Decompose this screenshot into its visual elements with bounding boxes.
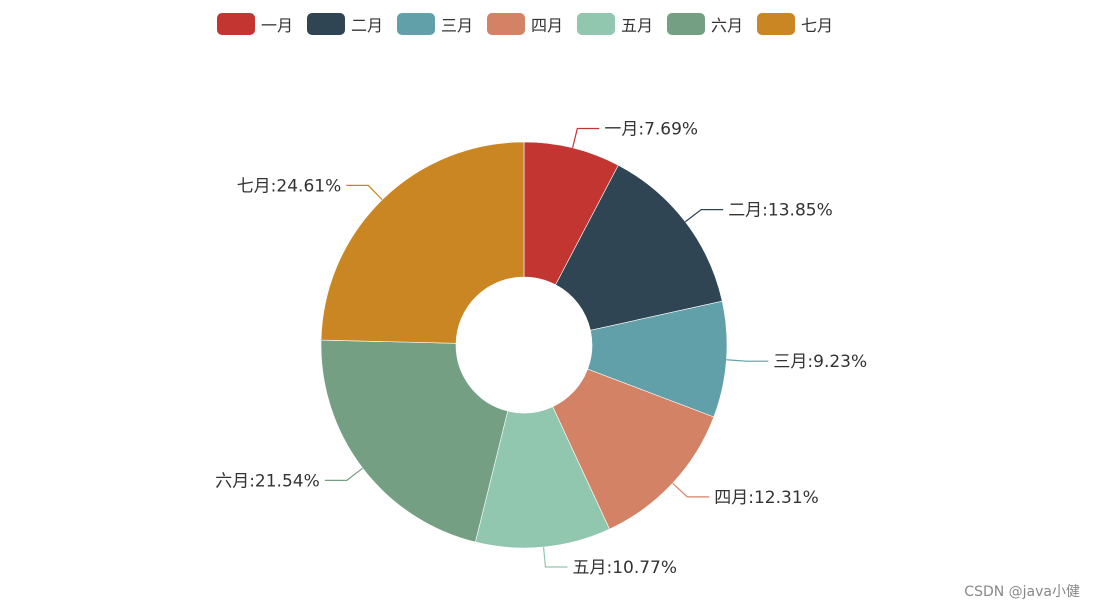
slice-label-1: 一月:7.69% [604,119,698,139]
legend-swatch [486,13,525,35]
slice-label-6: 六月:21.54% [215,471,320,491]
slice-label-2: 二月:13.85% [728,201,833,221]
leader-line-5 [542,546,568,568]
legend-item-7[interactable]: 七月 [757,12,833,36]
legend-swatch [396,13,435,35]
legend-item-1[interactable]: 一月 [216,12,293,36]
legend-item-3[interactable]: 三月 [396,12,473,36]
pie-slice-7[interactable] [320,141,525,344]
legend-label: 五月 [621,16,654,35]
slice-label-4: 四月:12.31% [714,488,819,508]
legend-label: 二月 [350,16,383,35]
leader-line-2 [684,208,724,223]
legend-label: 七月 [801,16,834,35]
legend-label: 三月 [440,16,473,35]
legend-swatch [306,13,345,35]
pie-slice-2[interactable] [555,164,723,331]
legend-label: 四月 [530,16,563,35]
leader-line-7 [346,184,383,201]
pie-slice-4[interactable] [552,368,715,530]
legend-swatch [667,13,706,35]
pie-slice-5[interactable] [475,406,610,549]
slice-label-5: 五月:10.77% [572,558,677,578]
slice-label-7: 七月:24.61% [237,176,342,196]
pie-slice-6[interactable] [320,339,509,543]
leader-line-4 [672,482,710,498]
leader-line-6 [324,467,364,481]
legend-item-2[interactable]: 二月 [306,12,383,36]
legend: 一月 二月 三月 四月 五月 六月 七月 [0,12,1050,36]
watermark: CSDN @java小健 [964,584,1080,600]
legend-swatch [757,13,796,35]
legend-swatch [577,13,615,35]
legend-item-4[interactable]: 四月 [486,12,563,36]
legend-label: 六月 [711,16,744,35]
legend-item-6[interactable]: 六月 [667,12,743,36]
legend-label: 一月 [260,16,293,35]
leader-line-1 [571,127,600,149]
leader-line-3 [726,359,769,362]
legend-swatch [216,13,255,35]
slice-label-3: 三月:9.23% [773,352,867,372]
legend-item-5[interactable]: 五月 [577,12,653,36]
